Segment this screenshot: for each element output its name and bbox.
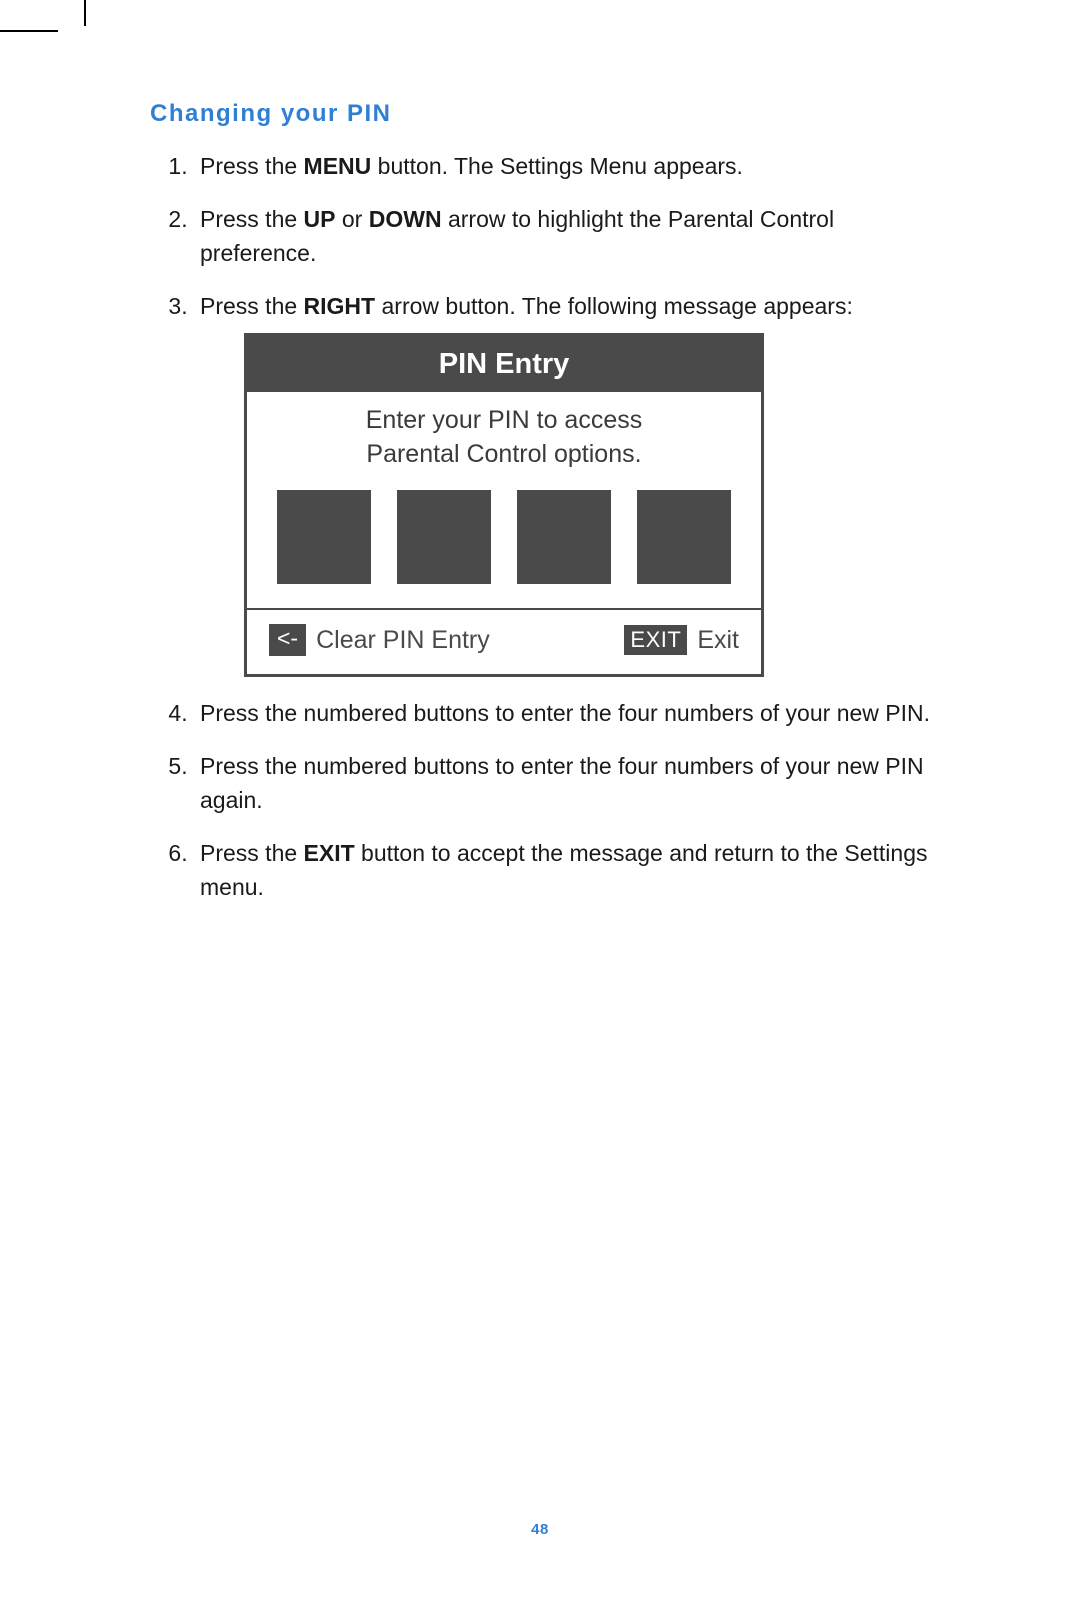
dialog-message: Enter your PIN to access Parental Contro… [269,404,739,472]
manual-page: Changing your PIN Press the MENU button.… [0,0,1080,1612]
step-text: Press the [200,840,304,866]
exit-chip-icon: EXIT [624,625,687,655]
dialog-body: Enter your PIN to access Parental Contro… [247,392,761,608]
step-text: button. The Settings Menu appears. [371,153,743,179]
step-text: or [336,206,369,232]
step-2: Press the UP or DOWN arrow to highlight … [194,203,940,270]
pin-digit-box[interactable] [637,490,731,584]
step-6: Press the EXIT button to accept the mess… [194,837,940,904]
step-4: Press the numbered buttons to enter the … [194,697,940,730]
step-5: Press the numbered buttons to enter the … [194,750,940,817]
step-bold: MENU [304,153,372,179]
page-number: 48 [0,1521,1080,1538]
dialog-footer: <- Clear PIN Entry EXIT Exit [247,610,761,674]
pin-digit-box[interactable] [517,490,611,584]
pin-input-boxes [269,490,739,588]
content-area: Changing your PIN Press the MENU button.… [150,100,940,924]
pin-entry-dialog-figure: PIN Entry Enter your PIN to access Paren… [244,333,940,677]
step-text: Press the [200,153,304,179]
step-text: Press the [200,206,304,232]
pin-digit-box[interactable] [397,490,491,584]
step-bold: RIGHT [304,293,376,319]
back-arrow-chip-icon: <- [269,624,306,655]
step-3: Press the RIGHT arrow button. The follow… [194,290,940,677]
crop-mark-horizontal [0,30,58,32]
step-bold: UP [304,206,336,232]
crop-mark-vertical [84,0,86,26]
step-bold: DOWN [369,206,442,232]
step-1: Press the MENU button. The Settings Menu… [194,150,940,183]
dialog-message-line: Parental Control options. [366,440,641,468]
dialog-message-line: Enter your PIN to access [366,406,643,434]
section-title: Changing your PIN [150,100,940,128]
instruction-list: Press the MENU button. The Settings Menu… [150,150,940,904]
pin-entry-dialog: PIN Entry Enter your PIN to access Paren… [244,333,764,677]
step-text: Press the [200,293,304,319]
exit-label: Exit [697,622,739,658]
clear-pin-label: Clear PIN Entry [316,622,490,658]
pin-digit-box[interactable] [277,490,371,584]
step-text: arrow button. The following message appe… [375,293,853,319]
step-bold: EXIT [304,840,355,866]
dialog-titlebar: PIN Entry [247,336,761,392]
